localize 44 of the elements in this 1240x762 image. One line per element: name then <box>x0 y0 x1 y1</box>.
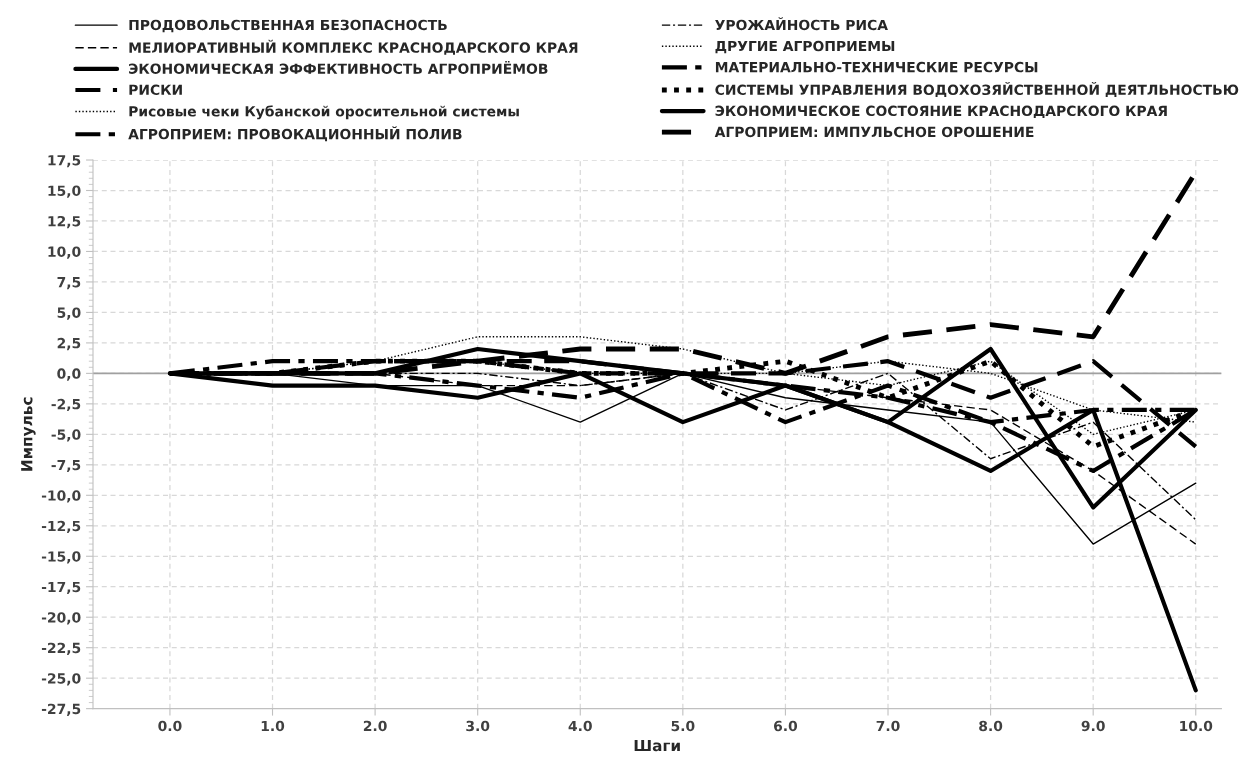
legend-label: РИСКИ <box>129 84 182 96</box>
y-tick-label: 10,0 <box>48 246 81 259</box>
y-tick-label: -5,0 <box>51 429 81 442</box>
x-tick-label: 3.0 <box>466 720 490 732</box>
legend-label: ПРОДОВОЛЬСТВЕННАЯ БЕЗОПАСНОСТЬ <box>129 19 447 33</box>
y-tick-label: -22,5 <box>41 642 81 655</box>
y-tick-label: -10,0 <box>41 490 81 503</box>
legend-label: ЭКОНОМИЧЕСКОЕ СОСТОЯНИЕ КРАСНОДАРСКОГО КРАЯ <box>715 105 1167 119</box>
x-tick-label: 1.0 <box>261 720 285 732</box>
y-tick-label: -7,5 <box>51 459 81 473</box>
y-tick-label: 0,0 <box>57 368 81 381</box>
y-tick-label: 2,5 <box>57 337 81 351</box>
legend-label: МАТЕРИАЛЬНО-ТЕХНИЧЕСКИЕ РЕСУРСЫ <box>715 61 1038 73</box>
x-tick-label: 2.0 <box>363 720 387 732</box>
y-tick-label: -27,5 <box>41 703 81 716</box>
legend-label: АГРОПРИЕМ: ПРОВОКАЦИОННЫЙ ПОЛИВ <box>128 126 462 142</box>
x-tick-label: 4.0 <box>568 720 592 732</box>
y-tick-label: 17,5 <box>48 155 81 168</box>
y-tick-label: -25,0 <box>41 673 81 686</box>
legend-label: ДРУГИЕ АГРОПРИЕМЫ <box>715 40 895 54</box>
y-tick-label: 5,0 <box>57 307 81 320</box>
legend-label: Рисовые чеки Кубанской оросительной системы <box>129 105 519 120</box>
x-tick-label: 0.0 <box>158 720 182 732</box>
y-tick-label: -17,5 <box>41 581 81 594</box>
x-tick-label: 5.0 <box>671 720 695 732</box>
x-tick-label: 6.0 <box>773 720 798 732</box>
legend-label: АГРОПРИЕМ: ИМПУЛЬСНОЕ ОРОШЕНИЕ <box>714 126 1034 138</box>
legend-label: ЭКОНОМИЧЕСКАЯ ЭФФЕКТИВНОСТЬ АГРОПРИЁМОВ <box>129 60 548 74</box>
x-tick-label: 7.0 <box>876 720 900 732</box>
legend-label: МЕЛИОРАТИВНЫЙ КОМПЛЕКС КРАСНОДАРСКОГО КРАЯ <box>129 39 578 55</box>
x-tick-label: 9.0 <box>1081 720 1105 732</box>
y-tick-label: -20,0 <box>41 612 81 625</box>
y-tick-label: -2,5 <box>51 398 81 412</box>
x-axis-title: Шаги <box>634 739 680 752</box>
y-tick-label: -15,0 <box>41 551 81 564</box>
y-tick-label: 12,5 <box>48 215 81 229</box>
y-tick-label: -12,5 <box>41 520 81 534</box>
legend-label: УРОЖАЙНОСТЬ РИСА <box>715 17 888 31</box>
y-axis-title: Импульс <box>21 397 36 471</box>
x-tick-label: 8.0 <box>979 720 1003 732</box>
y-tick-label: 15,0 <box>48 185 81 198</box>
y-tick-label: 7,5 <box>57 277 81 290</box>
legend-label: СИСТЕМЫ УПРАВЛЕНИЯ ВОДОХОЗЯЙСТВЕННОЙ ДЕЯТЛЬНОСТЬЮ <box>715 81 1239 98</box>
x-tick-label: 10.0 <box>1180 720 1213 732</box>
